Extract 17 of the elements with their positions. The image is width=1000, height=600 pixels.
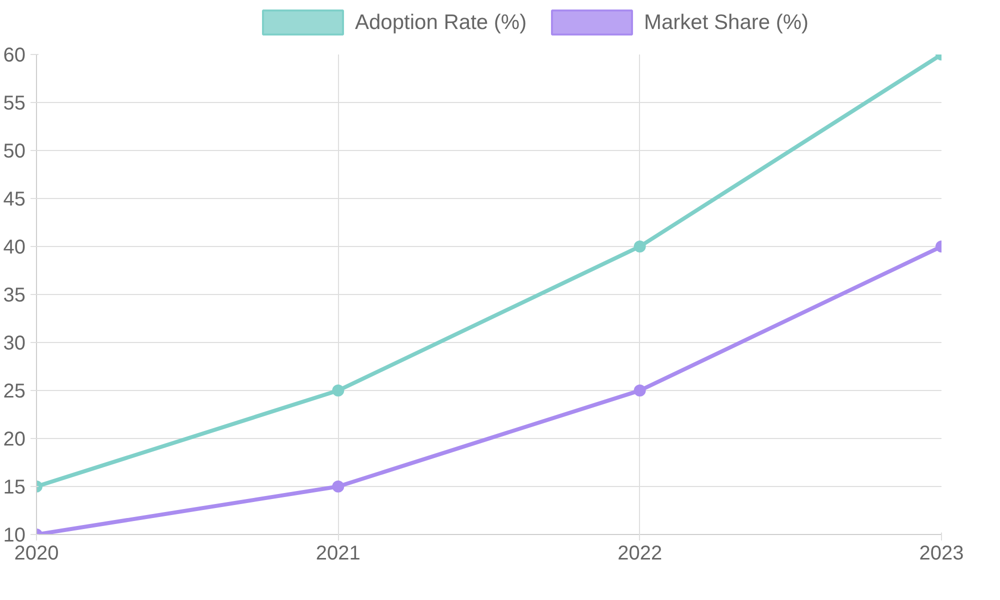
point <box>332 480 344 492</box>
x-tick-label: 2022 <box>618 542 662 564</box>
legend-label: Adoption Rate (%) <box>355 11 527 34</box>
y-tick-label: 30 <box>3 332 26 354</box>
y-tick-label: 20 <box>3 428 26 450</box>
y-tick-label: 45 <box>3 188 26 210</box>
y-tick-label: 35 <box>3 284 26 306</box>
legend-label: Market Share (%) <box>644 11 809 34</box>
x-tick-label: 2021 <box>316 542 360 564</box>
x-tick-label: 2023 <box>919 542 964 564</box>
y-tick-label: 25 <box>3 380 26 402</box>
point <box>634 384 646 396</box>
y-tick-label: 60 <box>3 44 26 66</box>
y-tick-label: 55 <box>3 92 26 114</box>
y-tick-label: 40 <box>3 236 26 258</box>
y-tick-label: 50 <box>3 140 26 162</box>
y-tick-label: 15 <box>3 476 26 498</box>
